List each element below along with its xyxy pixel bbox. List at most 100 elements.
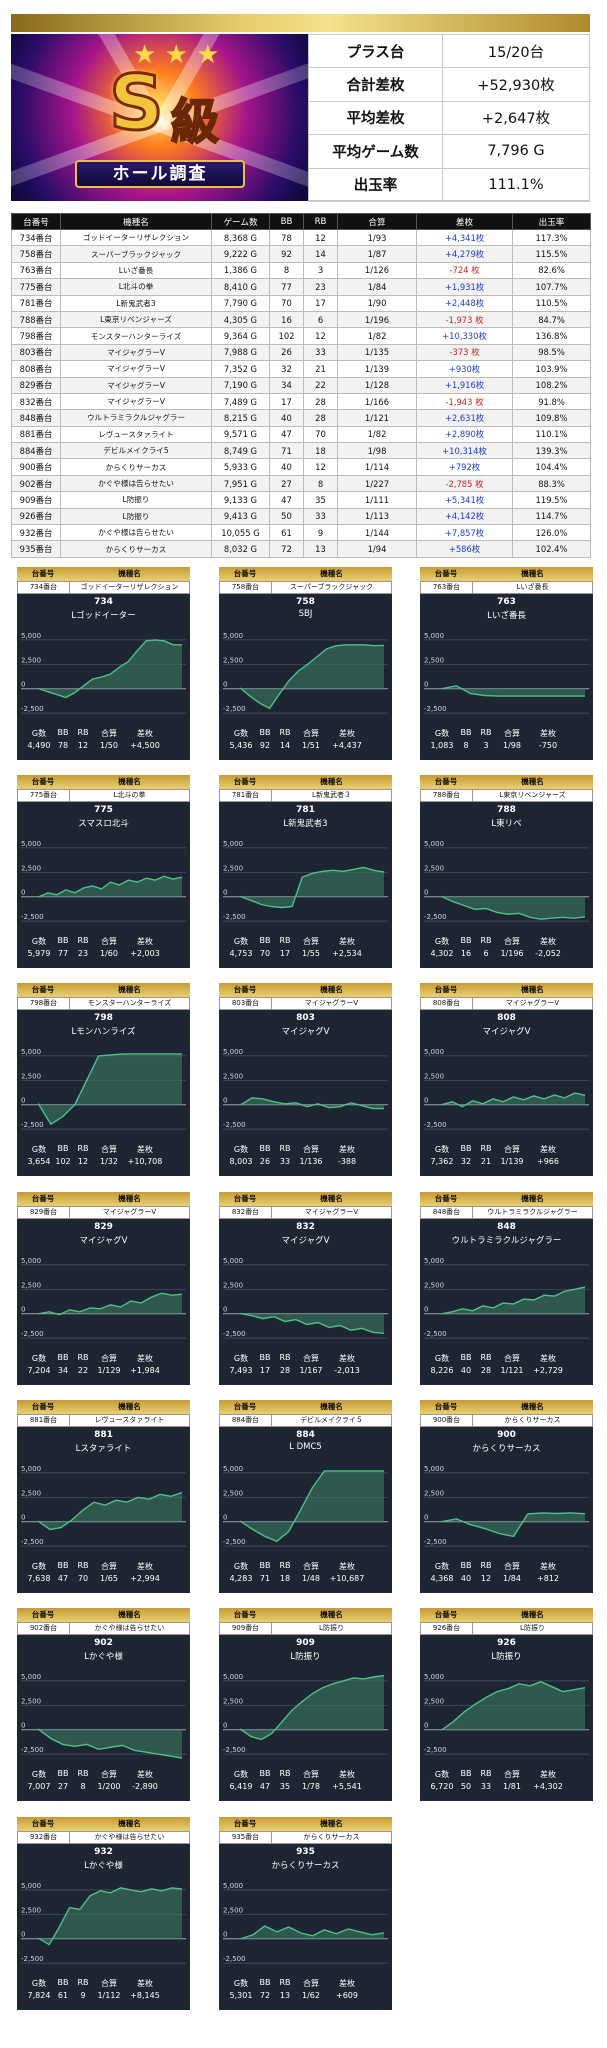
card-header-num-label: 台番号: [31, 777, 55, 786]
column-header: 台番号: [11, 213, 61, 230]
y-tick-label: 0: [223, 1097, 227, 1105]
table-cell: 734番台: [11, 228, 61, 247]
card-machine-name: スーパーブラックジャック: [289, 583, 374, 591]
stats-labels: G数 BB RB 合算 差枚: [25, 1978, 165, 1989]
stat-label: G数: [233, 937, 249, 946]
stat-value: 5,436: [229, 741, 253, 750]
stat-label: BB: [259, 1978, 271, 1987]
machine-card[interactable]: 台番号 機種名 881番台 レヴュースタァライト 881 Lスタァライト 5,000 2,50…: [17, 1400, 190, 1593]
machine-card[interactable]: 台番号 機種名 808番台 マイジャグラーV 808 マイジャグV 5,000 2,500 0 -…: [420, 983, 593, 1176]
summary-row: 平均差枚 +2,647枚: [308, 100, 590, 136]
stat-label: RB: [77, 728, 89, 737]
table-cell: 803番台: [11, 343, 61, 362]
machine-card[interactable]: 台番号 機種名 935番台 からくりサーカス 935 からくりサーカス 5,000 2,500…: [219, 1817, 392, 2010]
machine-card[interactable]: 台番号 機種名 803番台 マイジャグラーV 803 マイジャグV 5,000 2,500 0 -…: [219, 983, 392, 1176]
y-tick-label: 0: [424, 1097, 428, 1105]
machine-card[interactable]: 台番号 機種名 832番台 マイジャグラーV 832 マイジャグV 5,000 2,500 0 -…: [219, 1192, 392, 1385]
stat-label: RB: [77, 936, 89, 945]
card-header: 台番号 機種名: [17, 983, 190, 997]
card-machine-number: 798番台: [18, 998, 70, 1009]
table-cell: 33: [303, 507, 338, 526]
stat-label: RB: [480, 1144, 492, 1153]
machine-card[interactable]: 台番号 機種名 758番台 スーパーブラックジャック 758 SBJ 5,000 2,500 0…: [219, 567, 392, 760]
grade-kanji: 級: [170, 93, 220, 151]
table-cell: 110.1%: [512, 425, 591, 444]
stat-label: 差枚: [137, 1770, 153, 1779]
stat-value: +2,003: [130, 949, 160, 958]
y-tick-label: 5,000: [223, 1673, 243, 1681]
card-header-name-label: 機種名: [118, 985, 141, 994]
summary-label: プラス台: [308, 33, 443, 69]
chart-title: Lいざ番長: [487, 611, 526, 621]
stat-label: G数: [31, 1770, 47, 1779]
machine-card[interactable]: 台番号 機種名 848番台 ウルトラミラクルジャグラー 848 ウルトラミラクルジャグラー…: [420, 1192, 593, 1385]
machine-card[interactable]: 台番号 機種名 926番台 L防振り 926 L防振り 5,000 2,500 0 -2,500 G…: [420, 1608, 593, 1801]
stats-labels: G数 BB RB 合算 差枚: [25, 1144, 165, 1155]
stat-value: 78: [57, 741, 69, 750]
stats-labels: G数 BB RB 合算 差枚: [428, 728, 568, 739]
card-subheader: 734番台 ゴッドイーターリザレクション: [17, 581, 190, 594]
chart-title: Lかぐや様: [84, 1861, 123, 1871]
table-cell: マイジャグラーV: [60, 376, 212, 394]
machine-card[interactable]: 台番号 機種名 781番台 L新鬼武者３ 781 L新鬼武者3 5,000 2,500 0 -2,…: [219, 775, 392, 968]
stat-label: G数: [434, 729, 450, 738]
table-cell: +10,314枚: [416, 442, 513, 460]
machine-card[interactable]: 台番号 機種名 788番台 L東京リベンジャーズ 788 L東リベ 5,000 2,500 0 -…: [420, 775, 593, 968]
card-header: 台番号 機種名: [420, 1400, 593, 1414]
summary-value: 7,796 G: [442, 134, 590, 169]
stat-value: 6,720: [430, 1782, 454, 1791]
stat-label: 差枚: [540, 937, 556, 946]
table-cell: -724 枚: [416, 261, 513, 280]
stat-value: 1,083: [430, 741, 454, 750]
diff-area: [39, 1293, 182, 1315]
stat-label: BB: [57, 1561, 69, 1570]
machine-card[interactable]: 台番号 機種名 734番台 ゴッドイーターリザレクション 734 Lゴッドイーター 5,00…: [17, 567, 190, 760]
table-cell: 50: [269, 507, 304, 526]
stat-value: 1/62: [302, 1991, 320, 2000]
y-tick-label: -2,500: [21, 1538, 44, 1546]
stat-label: 合算: [101, 1354, 117, 1363]
machine-card[interactable]: 台番号 機種名 902番台 かぐや様は告らせたい 902 Lかぐや様 5,000 2,500 0…: [17, 1608, 190, 1801]
table-cell: +5,341枚: [416, 491, 513, 509]
table-cell: 884番台: [11, 442, 61, 460]
machine-card[interactable]: 台番号 機種名 829番台 マイジャグラーV 829 マイジャグV 5,000 2,500 0 -…: [17, 1192, 190, 1385]
diff-area: [442, 1287, 585, 1314]
stat-label: 合算: [101, 937, 117, 946]
column-header: ゲーム数: [211, 213, 270, 230]
stats-labels: G数 BB RB 合算 差枚: [227, 1561, 367, 1572]
y-tick-label: 5,000: [424, 1048, 444, 1056]
table-cell: 92: [269, 245, 304, 263]
card-machine-number: 758番台: [220, 582, 272, 593]
table-cell: 902番台: [11, 474, 61, 493]
machine-card[interactable]: 台番号 機種名 932番台 かぐや様は告らせたい 932 Lかぐや様 5,000 2,500 0…: [17, 1817, 190, 2010]
machine-card[interactable]: 台番号 機種名 775番台 L北斗の拳 775 スマスロ北斗 5,000 2,500 0 -2,5…: [17, 775, 190, 968]
diff-area: [241, 644, 384, 709]
stats-values: 5,436 92 14 1/51 +4,437: [227, 741, 367, 750]
stat-label: RB: [480, 728, 492, 737]
card-header: 台番号 機種名: [17, 1608, 190, 1622]
machine-card[interactable]: 台番号 機種名 900番台 からくりサーカス 900 からくりサーカス 5,000 2,500…: [420, 1400, 593, 1593]
stat-label: RB: [480, 1769, 492, 1778]
stat-value: 27: [57, 1782, 69, 1791]
machine-card[interactable]: 台番号 機種名 763番台 Lいざ番長 763 Lいざ番長 5,000 2,500 0 -2,50…: [420, 567, 593, 760]
stat-label: BB: [57, 1353, 69, 1362]
diff-area: [39, 1492, 182, 1530]
machine-card[interactable]: 台番号 機種名 798番台 モンスターハンターライズ 798 Lモンハンライズ 5,000 2…: [17, 983, 190, 1176]
card-machine-number: 763番台: [421, 582, 473, 593]
y-tick-label: 0: [21, 1722, 25, 1730]
diff-area: [241, 1470, 384, 1542]
chart-number: 829: [94, 1222, 113, 1232]
stats-values: 7,362 32 21 1/139 +966: [428, 1157, 568, 1166]
y-tick-label: 0: [21, 1514, 25, 1522]
table-cell: 136.8%: [512, 327, 591, 345]
stats-values: 6,419 47 35 1/78 +5,541: [227, 1782, 367, 1791]
machine-card[interactable]: 台番号 機種名 909番台 L防振り 909 L防振り 5,000 2,500 0 -2,500 G…: [219, 1608, 392, 1801]
table-cell: 9,571 G: [211, 425, 270, 444]
stat-label: G数: [233, 1145, 249, 1154]
table-row: 926番台 L防振り 9,413 G 50 33 1/113 +4,142枚 114.7%: [11, 507, 591, 526]
stats-labels: G数 BB RB 合算 差枚: [227, 1978, 367, 1989]
machine-card[interactable]: 台番号 機種名 884番台 デビルメイクライ５ 884 L DMC5 5,000 2,500 0…: [219, 1400, 392, 1593]
stat-label: BB: [460, 1144, 472, 1153]
stats-values: 5,979 77 23 1/60 +2,003: [25, 949, 165, 958]
